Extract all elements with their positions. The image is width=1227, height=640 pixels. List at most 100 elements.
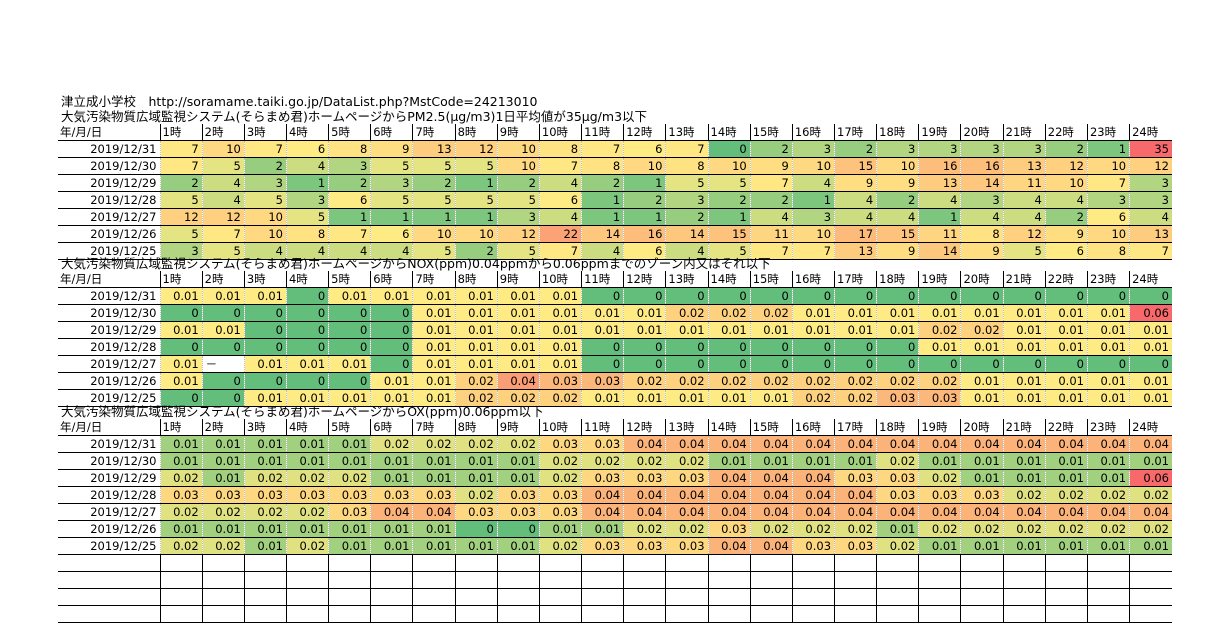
value-cell[interactable]: 16: [918, 157, 961, 175]
empty-cell[interactable]: [876, 588, 919, 606]
empty-cell[interactable]: [1129, 588, 1172, 606]
value-cell[interactable]: 0.03: [454, 503, 498, 521]
value-cell[interactable]: 2: [243, 157, 287, 175]
value-cell[interactable]: 0: [876, 355, 919, 373]
value-cell[interactable]: 7: [328, 225, 371, 243]
value-cell[interactable]: 0.04: [707, 503, 751, 521]
value-cell[interactable]: 0.02: [1086, 520, 1130, 538]
empty-cell[interactable]: [834, 554, 877, 572]
value-cell[interactable]: 0.01: [285, 389, 329, 407]
value-cell[interactable]: 0.01: [1086, 452, 1130, 470]
value-cell[interactable]: 0.02: [665, 372, 709, 390]
value-cell[interactable]: 0: [159, 338, 203, 356]
value-cell[interactable]: 0.04: [1044, 503, 1088, 521]
value-cell[interactable]: 0: [496, 520, 540, 538]
value-cell[interactable]: 10: [496, 157, 540, 175]
date-cell[interactable]: 2019/12/28: [58, 486, 161, 504]
empty-cell[interactable]: [834, 571, 877, 589]
hour-header[interactable]: 18時: [876, 419, 919, 436]
hour-header[interactable]: 15時: [749, 419, 793, 436]
value-cell[interactable]: 0.01: [791, 452, 835, 470]
hour-header[interactable]: 5時: [328, 419, 371, 436]
value-cell[interactable]: 2: [581, 174, 624, 192]
hour-header[interactable]: 23時: [1086, 271, 1130, 288]
value-cell[interactable]: 0: [1086, 287, 1130, 305]
value-cell[interactable]: 0.01: [834, 452, 877, 470]
value-cell[interactable]: 5: [1002, 242, 1046, 260]
value-cell[interactable]: 0.03: [834, 537, 877, 555]
value-cell[interactable]: 0.02: [834, 389, 877, 407]
value-cell[interactable]: 10: [876, 157, 919, 175]
value-cell[interactable]: 0: [749, 287, 793, 305]
value-cell[interactable]: 9: [370, 140, 413, 158]
value-cell[interactable]: 0.04: [1086, 435, 1130, 453]
value-cell[interactable]: 7: [159, 157, 203, 175]
empty-cell[interactable]: [623, 605, 666, 623]
hour-header[interactable]: 20時: [960, 271, 1004, 288]
value-cell[interactable]: 0.02: [454, 486, 498, 504]
value-cell[interactable]: 0.01: [581, 321, 624, 339]
hour-header[interactable]: 11時: [581, 124, 624, 141]
empty-cell[interactable]: [1044, 588, 1088, 606]
value-cell[interactable]: 6: [285, 140, 329, 158]
value-cell[interactable]: 5: [707, 242, 751, 260]
value-cell[interactable]: 0.02: [1044, 520, 1088, 538]
value-cell[interactable]: 0: [1086, 355, 1130, 373]
value-cell[interactable]: 0.03: [707, 520, 751, 538]
value-cell[interactable]: 6: [623, 242, 666, 260]
value-cell[interactable]: 0.01: [243, 537, 287, 555]
value-cell[interactable]: 0.04: [581, 486, 624, 504]
value-cell[interactable]: 5: [159, 225, 203, 243]
empty-cell[interactable]: [285, 605, 329, 623]
value-cell[interactable]: 0.03: [328, 503, 371, 521]
value-cell[interactable]: 0.02: [285, 503, 329, 521]
value-cell[interactable]: 9: [749, 157, 793, 175]
value-cell[interactable]: 15: [707, 225, 751, 243]
empty-cell[interactable]: [370, 571, 413, 589]
value-cell[interactable]: 0.01: [370, 287, 413, 305]
value-cell[interactable]: 8: [581, 157, 624, 175]
value-cell[interactable]: 0.01: [749, 321, 793, 339]
value-cell[interactable]: 0.01: [454, 321, 498, 339]
empty-cell[interactable]: [665, 571, 709, 589]
value-cell[interactable]: 0.03: [285, 486, 329, 504]
empty-cell[interactable]: [201, 605, 245, 623]
value-cell[interactable]: 0.02: [834, 520, 877, 538]
value-cell[interactable]: 0.01: [581, 389, 624, 407]
value-cell[interactable]: 0.01: [370, 469, 413, 487]
value-cell[interactable]: 0.01: [623, 389, 666, 407]
hour-header[interactable]: 16時: [791, 124, 835, 141]
value-cell[interactable]: 6: [328, 191, 371, 209]
empty-cell[interactable]: [834, 605, 877, 623]
value-cell[interactable]: 6: [623, 140, 666, 158]
hour-header[interactable]: 7時: [412, 124, 456, 141]
value-cell[interactable]: 0.04: [665, 503, 709, 521]
empty-cell[interactable]: [918, 571, 961, 589]
value-cell[interactable]: 0.01: [285, 520, 329, 538]
value-cell[interactable]: 0.03: [581, 435, 624, 453]
empty-cell[interactable]: [581, 571, 624, 589]
date-cell[interactable]: 2019/12/30: [58, 452, 161, 470]
value-cell[interactable]: 0.02: [876, 372, 919, 390]
value-cell[interactable]: 0.03: [538, 486, 582, 504]
hour-header[interactable]: 11時: [581, 419, 624, 436]
hour-header[interactable]: 16時: [791, 419, 835, 436]
empty-cell[interactable]: [749, 588, 793, 606]
value-cell[interactable]: 2: [412, 174, 456, 192]
value-cell[interactable]: 5: [201, 242, 245, 260]
value-cell[interactable]: 0.03: [581, 469, 624, 487]
date-cell[interactable]: 2019/12/29: [58, 321, 161, 339]
value-cell[interactable]: 11: [1002, 174, 1046, 192]
value-cell[interactable]: 0.02: [918, 321, 961, 339]
value-cell[interactable]: 12: [159, 208, 203, 226]
value-cell[interactable]: 2: [623, 191, 666, 209]
hour-header[interactable]: 4時: [285, 419, 329, 436]
value-cell[interactable]: 0.01: [1044, 321, 1088, 339]
value-cell[interactable]: 0.02: [538, 537, 582, 555]
value-cell[interactable]: 6: [370, 225, 413, 243]
value-cell[interactable]: 0: [581, 287, 624, 305]
date-cell[interactable]: 2019/12/25: [58, 242, 161, 260]
hour-header[interactable]: 24時: [1129, 419, 1172, 436]
empty-cell[interactable]: [412, 571, 456, 589]
value-cell[interactable]: 0.01: [412, 520, 456, 538]
